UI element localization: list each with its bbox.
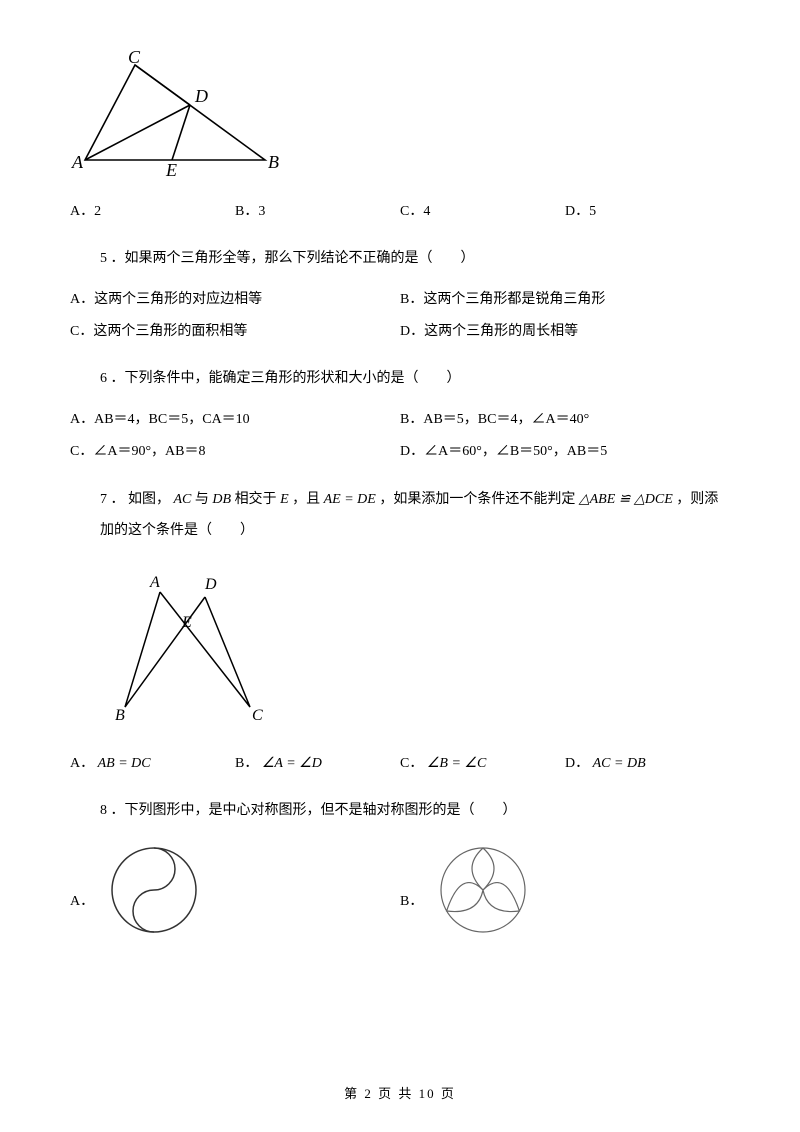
q5-options: A．这两个三角形的对应边相等 B．这两个三角形都是锐角三角形 C．这两个三角形的…: [70, 288, 730, 340]
q4-opt-d: D．5: [565, 200, 730, 220]
q7-c-math: ∠B = ∠C: [427, 756, 486, 771]
q7-a-label: A．: [70, 756, 94, 771]
q4-opt-b: B．3: [235, 200, 400, 220]
q8-a-label: A．: [70, 890, 94, 940]
figure-cross-abcde: A D E B C: [100, 567, 730, 732]
q7-d-label: D．: [565, 756, 589, 771]
f2-label-a: A: [149, 574, 160, 591]
label-c: C: [128, 50, 141, 67]
figure-triangle-abcde: A B C D E: [70, 50, 730, 185]
q7-m3: ，且: [292, 492, 324, 507]
q7-b-label: B．: [235, 756, 258, 771]
page-footer: 第 2 页 共 10 页: [0, 1083, 800, 1102]
yin-yang-icon: [104, 840, 204, 940]
q7-d-math: AC = DB: [593, 756, 646, 771]
q7-a-math: AB = DC: [98, 756, 151, 771]
q7-opt-b: B． ∠A = ∠D: [235, 752, 400, 772]
q6-text: 6 ．下列条件中，能确定三角形的形状和大小的是（ ）: [100, 365, 730, 393]
q5-opt-d: D．这两个三角形的周长相等: [400, 320, 730, 340]
q4-opt-c: C．4: [400, 200, 565, 220]
f2-label-b: B: [115, 707, 125, 724]
q5-opt-a: A．这两个三角形的对应边相等: [70, 288, 400, 308]
q7-db: DB: [212, 492, 231, 507]
q7-c-label: C．: [400, 756, 423, 771]
q7-prefix: 7 ． 如图，: [100, 492, 170, 507]
q7-b-math: ∠A = ∠D: [262, 756, 322, 771]
q6-opt-c: C．∠A＝90°，AB＝8: [70, 440, 400, 460]
q4-opt-a: A．2: [70, 200, 235, 220]
q6-opt-b: B．AB＝5，BC＝4，∠A＝40°: [400, 408, 730, 428]
q5-opt-b: B．这两个三角形都是锐角三角形: [400, 288, 730, 308]
q7-text: 7 ． 如图， AC 与 DB 相交于 E ，且 AE = DE ，如果添加一个…: [100, 485, 730, 547]
q5-text: 5 ．如果两个三角形全等，那么下列结论不正确的是（ ）: [100, 245, 730, 273]
f2-label-d: D: [204, 576, 217, 593]
label-a: A: [71, 152, 84, 172]
q7-options: A． AB = DC B． ∠A = ∠D C． ∠B = ∠C D． AC =…: [70, 752, 730, 772]
q6-opt-d: D．∠A＝60°，∠B＝50°，AB＝5: [400, 440, 730, 460]
q6-opt-a: A．AB＝4，BC＝5，CA＝10: [70, 408, 400, 428]
q7-opt-c: C． ∠B = ∠C: [400, 752, 565, 772]
f2-label-c: C: [252, 707, 263, 724]
q4-options: A．2 B．3 C．4 D．5: [70, 200, 730, 220]
q7-m1: 与: [195, 492, 213, 507]
label-e: E: [165, 160, 177, 180]
q7-aede: AE = DE: [324, 492, 376, 507]
q7-m4: ，如果添加一个条件还不能判定: [379, 492, 579, 507]
label-b: B: [268, 152, 279, 172]
q8-text: 8 ．下列图形中，是中心对称图形，但不是轴对称图形的是（ ）: [100, 797, 730, 825]
q7-m2: 相交于: [235, 492, 281, 507]
q6-options: A．AB＝4，BC＝5，CA＝10 B．AB＝5，BC＝4，∠A＝40° C．∠…: [70, 408, 730, 460]
q7-opt-d: D． AC = DB: [565, 752, 730, 772]
label-d: D: [194, 86, 208, 106]
q8-b-label: B．: [400, 890, 423, 940]
q7-ac: AC: [174, 492, 192, 507]
q8-figures: A． B．: [70, 840, 730, 940]
q7-opt-a: A． AB = DC: [70, 752, 235, 772]
f2-label-e: E: [181, 614, 192, 631]
q5-opt-c: C．这两个三角形的面积相等: [70, 320, 400, 340]
trefoil-icon: [433, 840, 533, 940]
q7-e: E: [280, 492, 289, 507]
q7-cong: △ABE ≌ △DCE: [579, 492, 673, 507]
